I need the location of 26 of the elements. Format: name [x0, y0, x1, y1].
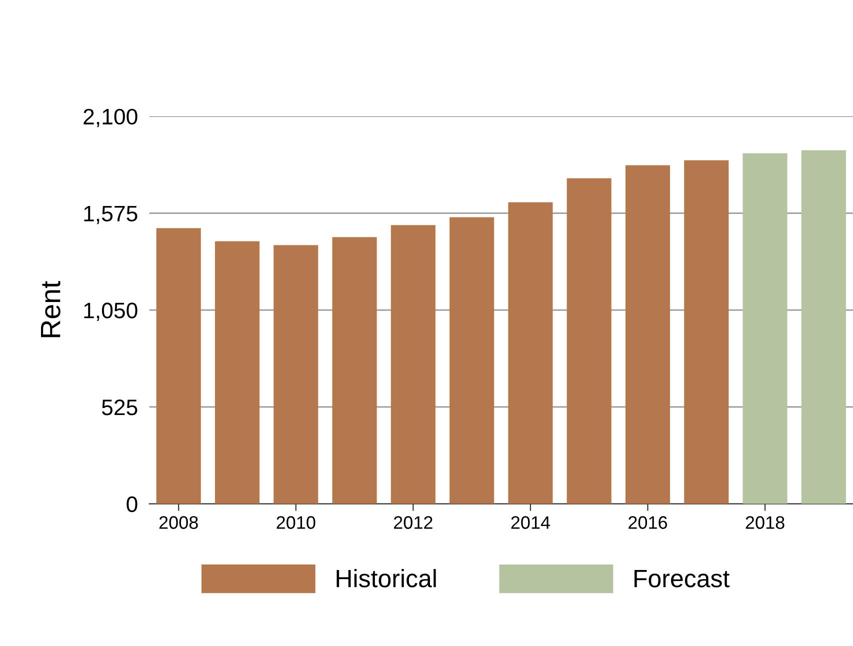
y-tick-label: 2,100: [84, 108, 138, 128]
y-axis-title: Rent: [41, 280, 60, 338]
bar: [625, 165, 670, 504]
bar: [508, 202, 553, 504]
x-tick-label: 2016: [628, 516, 668, 529]
y-tick-label: 1,575: [84, 206, 138, 224]
y-tick-label: 1,050: [84, 302, 138, 321]
x-tick-label: 2018: [746, 516, 784, 529]
bar: [450, 217, 494, 504]
legend-label: Forecast: [634, 570, 730, 588]
bar: [156, 228, 201, 504]
bar: [566, 178, 612, 504]
bar: [742, 153, 788, 504]
y-tick-label: 0: [126, 496, 138, 512]
bar: [332, 237, 377, 504]
x-tick-label: 2008: [159, 516, 198, 529]
legend-label: Historical: [336, 569, 436, 588]
bar: [801, 150, 846, 504]
bar: [684, 160, 729, 504]
y-tick-label: 525: [102, 400, 138, 416]
x-tick-label: 2010: [276, 516, 316, 529]
bar: [274, 245, 318, 504]
x-tick-label: 2012: [394, 516, 432, 529]
bar: [390, 225, 436, 504]
x-tick-label: 2014: [511, 516, 550, 529]
bar: [214, 241, 260, 504]
